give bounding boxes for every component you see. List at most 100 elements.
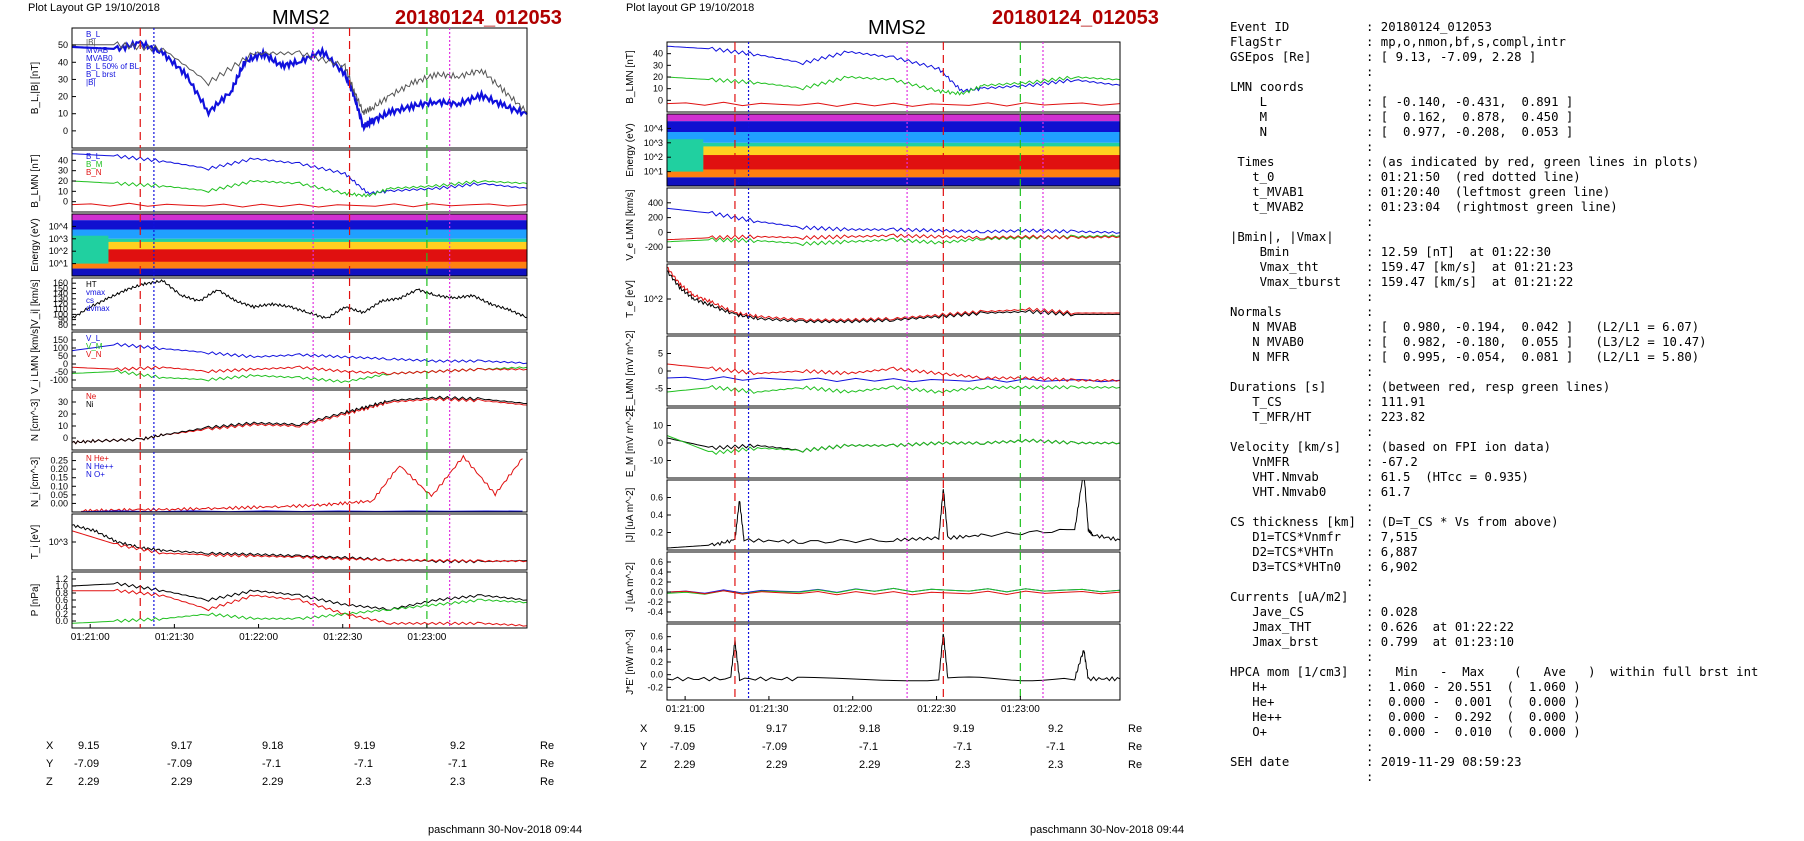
info-row: HPCA mom [1/cm3]: Min - Max ( Ave ) with… (1230, 665, 1758, 680)
panel-frame (71, 27, 528, 149)
legend-entry: V_M (86, 342, 103, 351)
info-key: D1=TCS*Vnmfr (1230, 530, 1342, 544)
info-value: : (1366, 740, 1374, 754)
info-value: : 6,887 (1366, 545, 1418, 559)
legend-entry: B_L 50% of BL (86, 62, 140, 71)
info-key: Currents [uA/m2] (1230, 590, 1349, 604)
series-line (71, 530, 528, 563)
info-row: LMN coords: (1230, 80, 1758, 95)
info-value: : 20180124_012053 (1366, 20, 1492, 34)
y-tick-label: 30 (58, 74, 68, 84)
y-tick-label: 10 (58, 421, 68, 431)
series-line (666, 45, 1121, 93)
middle-position-table: X 9.15 9.17 9.18 9.19 9.2 Re Y -7.09 -7.… (622, 723, 1142, 783)
series-line (667, 267, 1121, 322)
y-tick-label: 100 (53, 309, 68, 319)
pos-value: -7.1 (953, 741, 972, 753)
y-axis-label: |J| [uA m^-2] (625, 487, 636, 542)
pos-unit: Re (540, 776, 555, 788)
info-row: Bmin: 12.59 [nT] at 01:22:30 (1230, 245, 1758, 260)
info-row: Jmax_brst: 0.799 at 01:23:10 (1230, 635, 1758, 650)
y-axis-label: J [uA m^-2] (625, 562, 636, 612)
info-value: : Min - Max ( Ave ) within full brst int (1366, 665, 1759, 679)
y-tick-label: 0.15 (50, 473, 68, 483)
y-tick-label: -100 (50, 375, 68, 385)
info-key: FlagStr (1230, 35, 1282, 49)
left-spacecraft: MMS2 (272, 7, 330, 29)
series-line (666, 363, 1121, 383)
info-value: : 7,515 (1366, 530, 1418, 544)
series-line (666, 75, 1121, 96)
legend-entry: B_L (86, 30, 101, 39)
panel-frame (71, 331, 528, 389)
series-line (71, 395, 528, 445)
info-key: |Bmin|, |Vmax| (1230, 230, 1334, 244)
y-tick-label: 10^3 (49, 537, 68, 547)
middle-footer: paschmann 30-Nov-2018 09:44 (1030, 824, 1185, 836)
y-tick-label: 0.6 (650, 557, 663, 567)
pos-value: 9.15 (78, 740, 100, 752)
legend-entry: N O+ (86, 470, 105, 479)
legend-entry: B_M (86, 160, 103, 169)
info-value: : (1366, 575, 1374, 589)
info-row: He++: 0.000 - 0.292 ( 0.000 ) (1230, 710, 1758, 725)
info-row: : (1230, 770, 1758, 785)
series-line (666, 207, 1121, 234)
y-tick-label: 0 (658, 438, 663, 448)
y-tick-label: -200 (645, 242, 663, 252)
y-tick-label: 0.0 (650, 587, 663, 597)
info-row: t_0: 01:21:50 (red dotted line) (1230, 170, 1758, 185)
y-tick-label: 0 (658, 366, 663, 376)
y-tick-label: 0.2 (55, 609, 68, 619)
y-tick-label: 0.10 (50, 481, 68, 491)
info-key: CS thickness [km] (1230, 515, 1356, 529)
pos-unit: Re (1128, 741, 1143, 753)
y-tick-label: 0.05 (50, 490, 68, 500)
info-key: LMN coords (1230, 80, 1305, 94)
pos-unit: Re (540, 758, 555, 770)
legend-entry: Ni (86, 400, 94, 409)
pos-value: 2.29 (78, 776, 100, 788)
y-tick-label: 20 (653, 72, 663, 82)
series-line (666, 101, 1121, 107)
legend-entry: cs (86, 296, 94, 305)
y-tick-label: 1.0 (55, 581, 68, 591)
y-axis-label: J*E' [nW m^-3] (625, 629, 636, 695)
info-value: : (D=T_CS * Vs from above) (1366, 515, 1559, 529)
info-row: He+: 0.000 - 0.001 ( 0.000 ) (1230, 695, 1758, 710)
legend-entry: V_L (86, 334, 101, 343)
pos-value: -7.1 (448, 758, 467, 770)
info-value: : (1366, 770, 1374, 784)
spectrogram-band (667, 139, 704, 172)
y-axis-label: B_LMN [nT] (30, 154, 41, 208)
panel-frame (666, 113, 1121, 187)
info-row: SEH date: 2019-11-29 08:59:23 (1230, 755, 1758, 770)
info-value: : (1366, 590, 1374, 604)
y-tick-label: 40 (58, 155, 68, 165)
info-row: VHT.Nmvab0: 61.7 (1230, 485, 1758, 500)
y-axis-label: Energy (eV) (625, 123, 636, 176)
y-tick-label: 400 (648, 198, 663, 208)
y-tick-label: 140 (53, 289, 68, 299)
info-value: : 01:20:40 (leftmost green line) (1366, 185, 1611, 199)
left-event-id: 20180124_012053 (395, 7, 562, 29)
time-tick-label: 01:22:30 (917, 704, 956, 715)
y-tick-label: 10^3 (49, 234, 68, 244)
info-row: N MVAB: [ 0.980, -0.194, 0.042 ] (L2/L1 … (1230, 320, 1758, 335)
pos-unit: Re (1128, 759, 1143, 771)
y-tick-label: 0.25 (50, 456, 68, 466)
info-key: SEH date (1230, 755, 1290, 769)
info-value: : (1366, 305, 1374, 319)
y-tick-label: 100 (53, 343, 68, 353)
series-line (71, 365, 528, 375)
info-value: : 223.82 (1366, 410, 1426, 424)
series-line (666, 633, 1121, 682)
info-value: : (1366, 140, 1374, 154)
info-value: : (1366, 215, 1374, 229)
info-key: Vmax_tburst (1230, 275, 1342, 289)
info-value: : [ 0.982, -0.180, 0.055 ] (L3/L2 = 10.4… (1366, 335, 1707, 349)
info-row: : (1230, 65, 1758, 80)
y-axis-label: T_e [eV] (625, 280, 636, 318)
y-tick-label: 1.2 (55, 574, 68, 584)
legend-entry: V_N (86, 350, 102, 359)
